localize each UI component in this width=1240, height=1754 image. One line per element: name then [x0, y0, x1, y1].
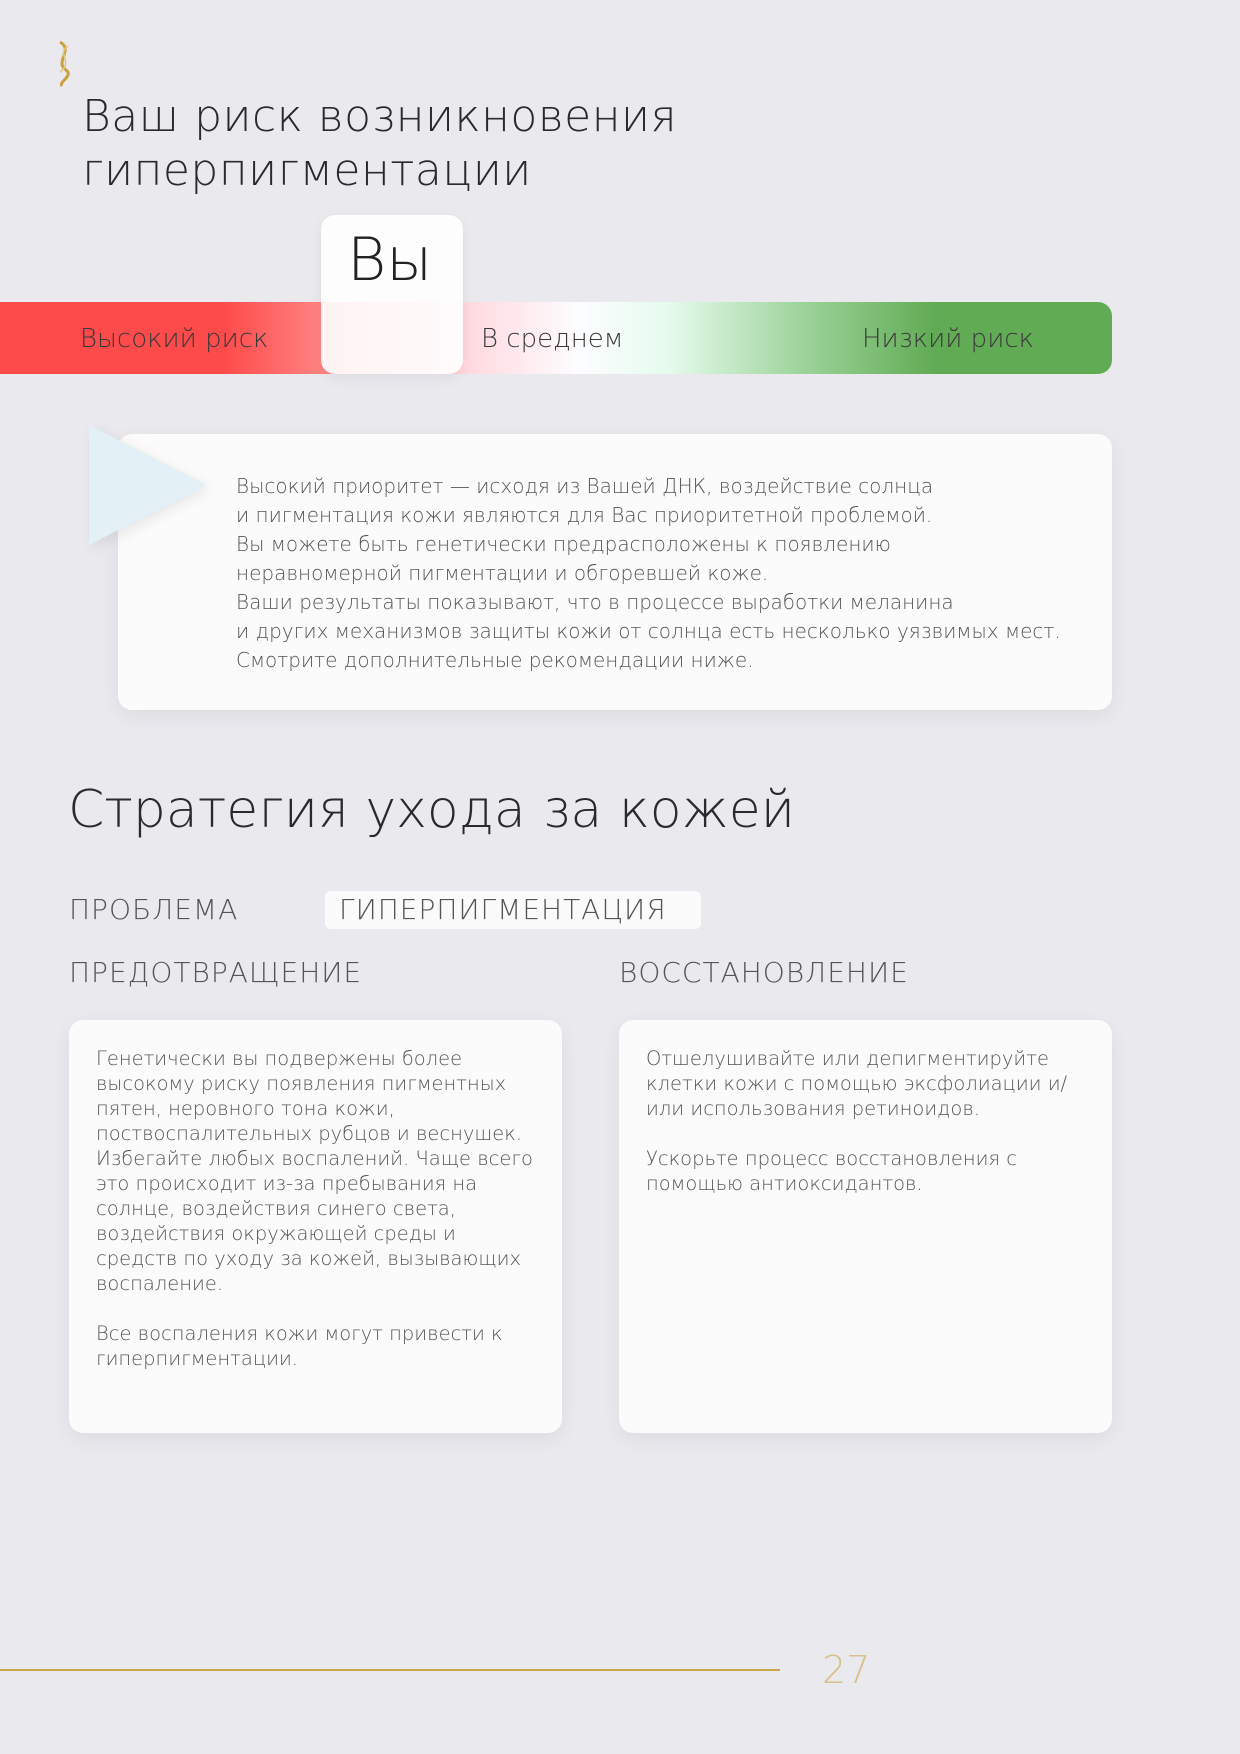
marker-label: Вы [347, 225, 433, 295]
prevention-card: Генетически вы подвержены более высокому… [69, 1020, 562, 1433]
info-line: Высокий приоритет — исходя из Вашей ДНК,… [236, 474, 934, 498]
risk-info-text: Высокий приоритет — исходя из Вашей ДНК,… [236, 472, 1061, 675]
recovery-label: ВОССТАНОВЛЕНИЕ [619, 956, 909, 989]
risk-label-average: В среднем [481, 324, 624, 354]
strategy-heading: Стратегия ухода за кожей [68, 780, 795, 840]
problem-value-pill: ГИПЕРПИГМЕНТАЦИЯ [325, 891, 701, 929]
risk-label-high: Высокий риск [80, 324, 269, 354]
dna-logo-icon [50, 40, 80, 88]
risk-label-low: Низкий риск [862, 324, 1035, 354]
prevention-label: ПРЕДОТВРАЩЕНИЕ [69, 956, 363, 989]
triangle-pointer-icon [89, 425, 207, 545]
page-title: Ваш риск возникновения гиперпигментации [82, 90, 677, 198]
info-line: неравномерной пигментации и обгоревшей к… [236, 561, 769, 585]
info-line: и пигментация кожи являются для Вас прио… [236, 503, 933, 527]
problem-value: ГИПЕРПИГМЕНТАЦИЯ [339, 893, 667, 926]
risk-marker-you: Вы [321, 215, 463, 374]
prevention-paragraph: Все воспаления кожи могут привести к гип… [96, 1322, 503, 1370]
page-number: 27 [822, 1648, 871, 1692]
risk-info-card [118, 434, 1112, 710]
footer-divider [0, 1669, 780, 1671]
recovery-card: Отшелушивайте или депигментируйте клетки… [619, 1020, 1112, 1433]
recovery-paragraph: Ускорьте процесс восстановления с помощь… [646, 1147, 1017, 1195]
problem-label: ПРОБЛЕМА [69, 893, 239, 926]
title-line: Ваш риск возникновения [82, 91, 677, 142]
recovery-paragraph: Отшелушивайте или депигментируйте клетки… [646, 1047, 1068, 1120]
title-line: гиперпигментации [82, 145, 532, 196]
info-line: Ваши результаты показывают, что в процес… [236, 590, 954, 614]
info-line: и других механизмов защиты кожи от солнц… [236, 619, 1061, 643]
prevention-paragraph: Генетически вы подвержены более высокому… [96, 1047, 533, 1295]
info-line: Смотрите дополнительные рекомендации ниж… [236, 648, 754, 672]
info-line: Вы можете быть генетически предрасположе… [236, 532, 891, 556]
risk-scale-bar [0, 302, 1112, 374]
